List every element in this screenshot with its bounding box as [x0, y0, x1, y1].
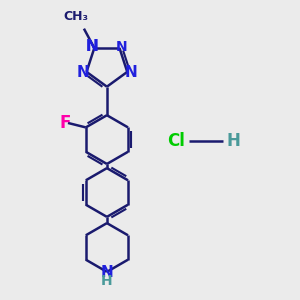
Text: N: N: [85, 39, 98, 54]
Text: N: N: [124, 65, 137, 80]
Text: N: N: [76, 65, 89, 80]
Text: H: H: [101, 274, 113, 288]
Text: Cl: Cl: [167, 132, 185, 150]
Text: N: N: [85, 39, 98, 54]
Text: H: H: [226, 132, 240, 150]
Text: N: N: [100, 265, 113, 280]
Text: CH₃: CH₃: [63, 10, 88, 23]
Text: N: N: [116, 40, 127, 54]
Text: F: F: [60, 114, 71, 132]
